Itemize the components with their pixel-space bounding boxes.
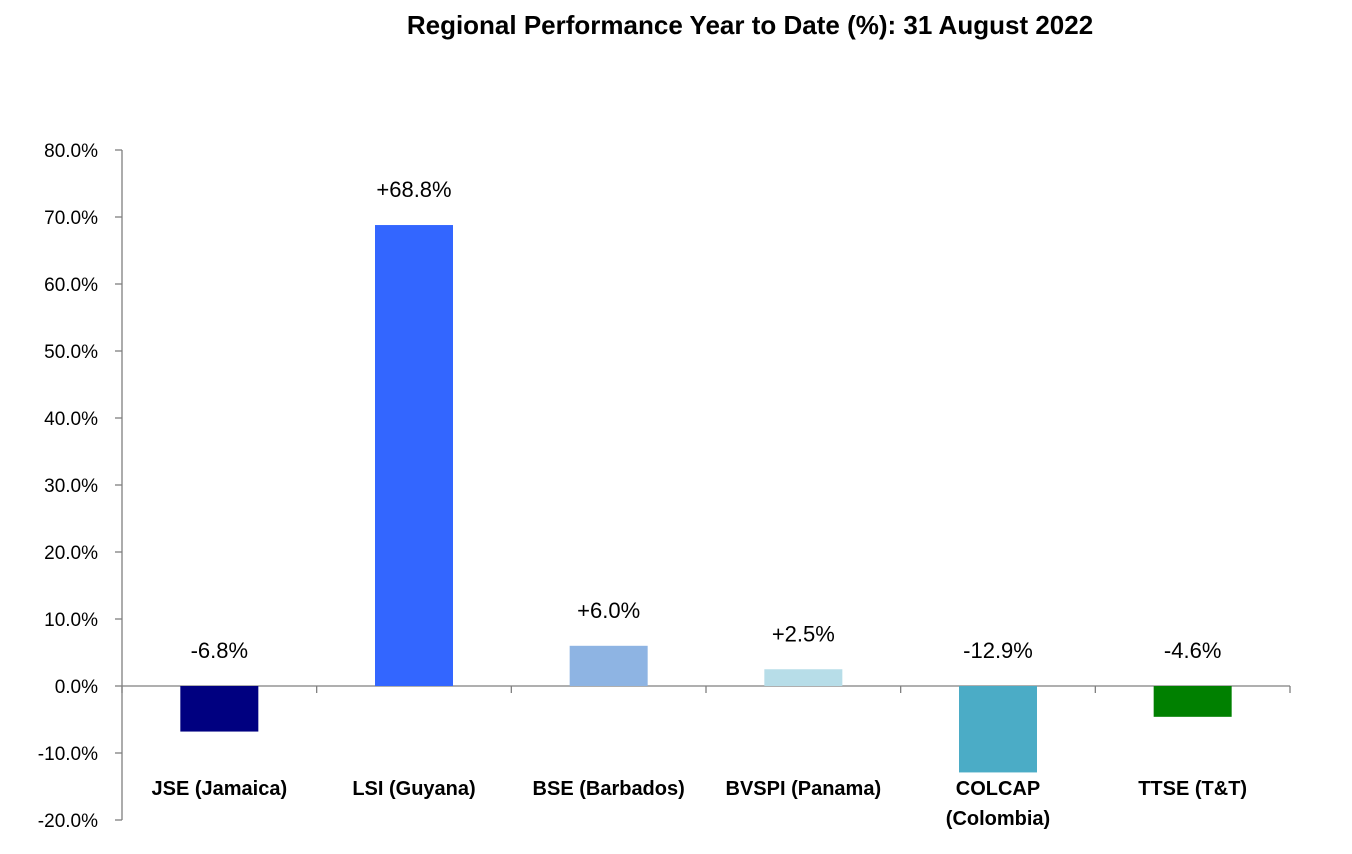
data-label: +68.8% — [376, 177, 451, 202]
labels: -6.8% JSE (Jamaica) +68.8% LSI (Guyana) +6.0… — [152, 177, 1248, 830]
y-tick-label: 60.0% — [44, 275, 98, 296]
x-category-label: JSE (Jamaica) — [152, 778, 288, 800]
x-category-label: BVSPI (Panama) — [726, 778, 882, 800]
y-tick-label: -10.0% — [38, 744, 98, 765]
x-category-label: TTSE (T&T) — [1138, 778, 1247, 800]
x-category-label: BSE (Barbados) — [533, 778, 685, 800]
data-label: -6.8% — [191, 638, 248, 663]
x-category-label: LSI (Guyana) — [352, 778, 475, 800]
y-tick-label: 20.0% — [44, 543, 98, 564]
y-tick-label: 10.0% — [44, 610, 98, 631]
data-label: +2.5% — [772, 621, 835, 646]
y-tick-label: 70.0% — [44, 208, 98, 229]
y-tick-label: 40.0% — [44, 409, 98, 430]
data-label: -4.6% — [1164, 638, 1221, 663]
x-category-label: (Colombia) — [946, 808, 1050, 830]
x-category-label: COLCAP — [956, 778, 1040, 800]
bar — [764, 669, 843, 686]
data-label: -12.9% — [963, 638, 1033, 663]
data-label: +6.0% — [577, 598, 640, 623]
y-tick-label: -20.0% — [38, 811, 98, 832]
y-tick-label: 80.0% — [44, 141, 98, 162]
bar — [375, 225, 453, 687]
bar — [959, 686, 1037, 773]
chart-title: Regional Performance Year to Date (%): 3… — [406, 10, 1094, 40]
bar — [569, 645, 648, 686]
y-tick-label: 0.0% — [55, 677, 98, 698]
bar — [1153, 686, 1232, 717]
axes: 80.0% 70.0% 60.0% 50.0% 40.0% 30.0% 20.0% 10.0%… — [38, 141, 1291, 832]
bars — [180, 225, 1232, 773]
y-tick-label: 50.0% — [44, 342, 98, 363]
bar — [180, 686, 259, 732]
y-tick-label: 30.0% — [44, 476, 98, 497]
